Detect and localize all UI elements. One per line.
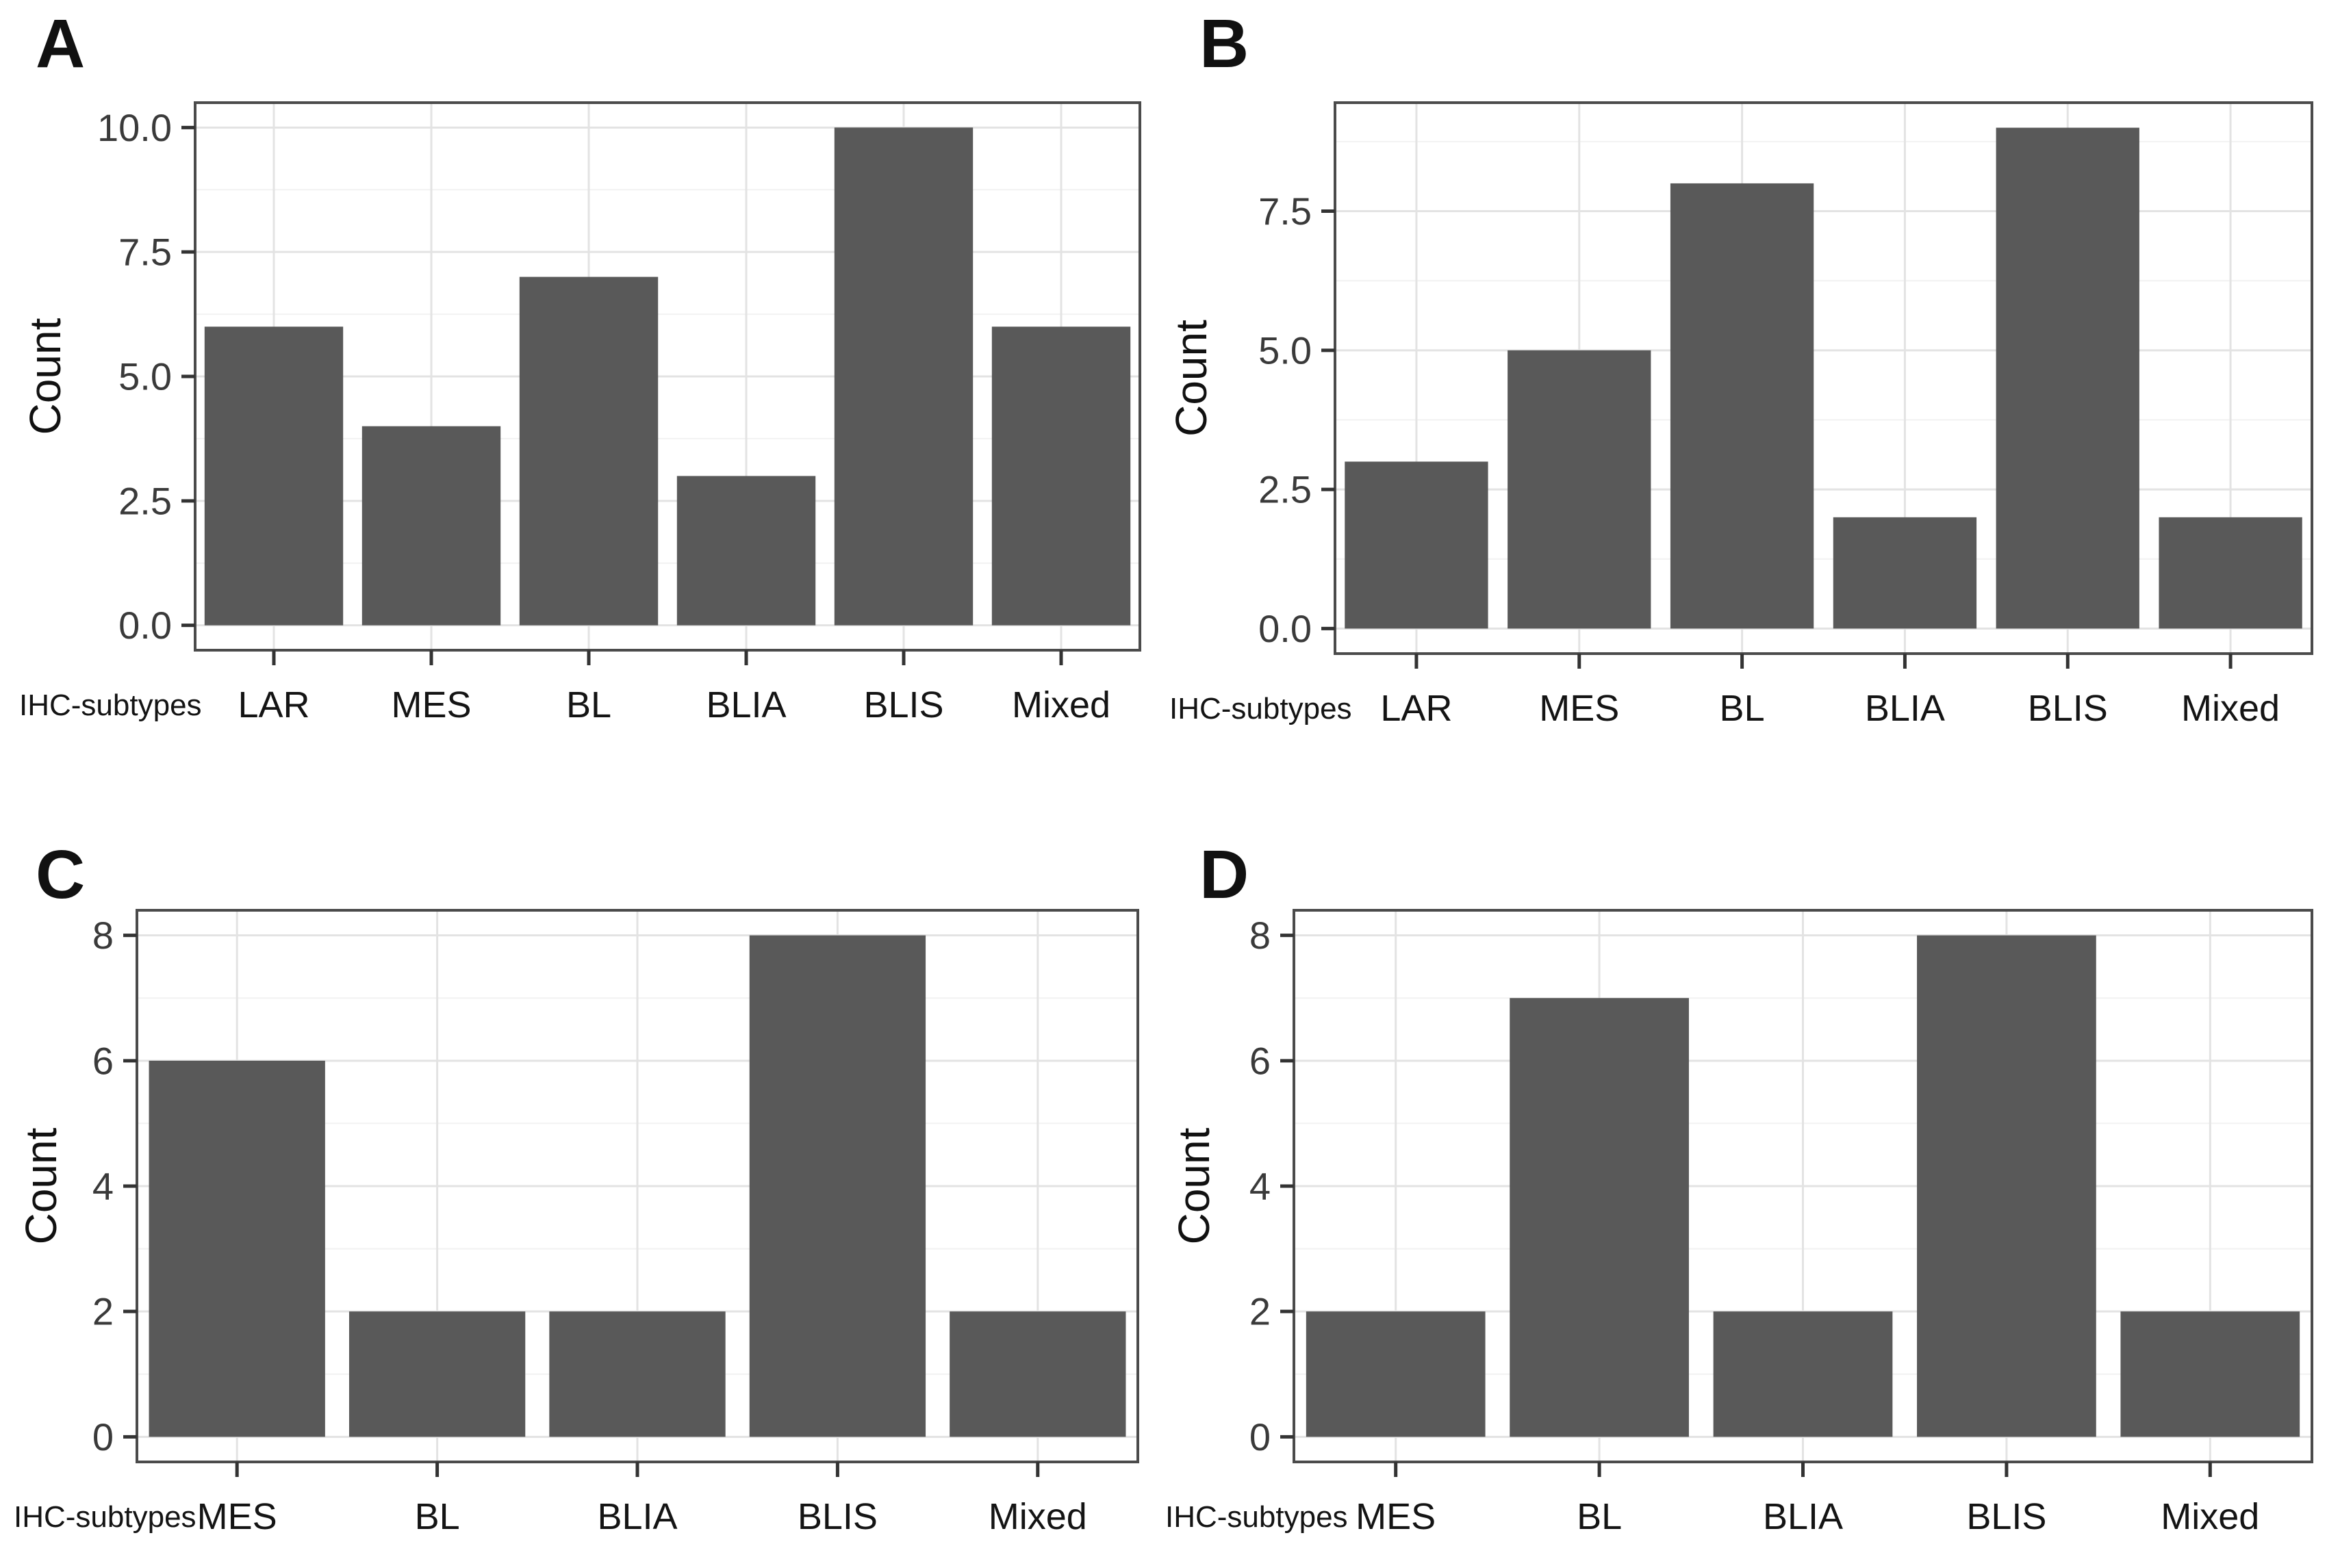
bar [549, 1311, 726, 1437]
plot-background [1335, 103, 2312, 654]
bar [519, 277, 659, 626]
bar [1510, 998, 1689, 1437]
y-tick-label: 0 [92, 1415, 114, 1458]
x-category-label: BL [1720, 688, 1765, 729]
x-category-label: MES [197, 1496, 277, 1537]
x-category-label: BLIS [798, 1496, 878, 1537]
panel-border [1334, 101, 2313, 655]
panel-d: 0 2 4 6 8 MES BL BLIA BLIS Mixed IHC-subtypes Count [1164, 787, 2327, 1568]
y-tick-label: 8 [1249, 914, 1271, 957]
panel-letter-d: D [1199, 836, 1249, 913]
panel-letter-c: C [36, 836, 86, 913]
x-category-label: BLIS [863, 684, 943, 725]
bar [348, 1311, 526, 1437]
bar [950, 1311, 1126, 1437]
x-axis-title: IHC-subtypes [1169, 692, 1352, 725]
panel-letter-b: B [1199, 5, 1249, 82]
x-axis-title: IHC-subtypes [1165, 1500, 1348, 1534]
bar [1345, 461, 1488, 629]
bar [2120, 1311, 2300, 1437]
x-category-label: BL [415, 1496, 460, 1537]
x-category-label: MES [391, 684, 471, 725]
y-tick-label: 0.0 [118, 604, 172, 647]
y-tick-label: 4 [1249, 1165, 1271, 1208]
panel-c: 0 2 4 6 8 MES BL BLIA BLIS Mixed IHC-subtypes Count [0, 787, 1164, 1568]
bar [1833, 517, 1977, 629]
x-category-label: LAR [1380, 688, 1452, 729]
x-category-label: Mixed [2181, 688, 2280, 729]
x-category-label: MES [1356, 1496, 1436, 1537]
bar [834, 127, 974, 626]
bar [1917, 935, 2096, 1437]
bar [2159, 517, 2302, 629]
x-axis-title: IHC-subtypes [19, 689, 202, 722]
x-category-label: BLIA [1763, 1496, 1843, 1537]
bar-chart-b: 0.0 2.5 5.0 7.5 LAR MES BL BLIA BLIS Mixed IHC-sub… [1167, 101, 2313, 729]
y-tick-label: 7.5 [1258, 190, 1312, 233]
y-tick-label: 6 [1249, 1039, 1271, 1082]
panel-letter-a: A [36, 5, 86, 82]
panel-a: 0.0 2.5 5.0 7.5 10.0 LAR MES BL BLIA BLIS Mixed IHC… [0, 0, 1164, 787]
y-axis-title: Count [1169, 1127, 1219, 1244]
panel-b: 0.0 2.5 5.0 7.5 LAR MES BL BLIA BLIS Mixed IHC-sub… [1164, 0, 2327, 787]
x-category-label: Mixed [2161, 1496, 2259, 1537]
bar [1996, 127, 2139, 629]
bar-chart-a: 0.0 2.5 5.0 7.5 10.0 LAR MES BL BLIA BLIS Mixed IHC… [19, 101, 1141, 725]
x-category-label: BLIS [1966, 1496, 2046, 1537]
bar [991, 326, 1131, 626]
x-category-label: LAR [238, 684, 309, 725]
y-tick-label: 5.0 [118, 355, 172, 398]
y-axis-title: Count [1167, 320, 1216, 437]
y-axis-title: Count [21, 318, 70, 435]
x-category-label: Mixed [1012, 684, 1110, 725]
y-tick-label: 2.5 [118, 479, 172, 522]
y-tick-label: 0 [1249, 1415, 1271, 1458]
y-tick-label: 2.5 [1258, 468, 1312, 511]
bar [361, 426, 501, 626]
x-axis-title: IHC-subtypes [14, 1500, 196, 1534]
x-category-label: BLIA [597, 1496, 677, 1537]
y-tick-label: 6 [92, 1039, 114, 1082]
bar-chart-c: 0 2 4 6 8 MES BL BLIA BLIS Mixed IHC-subtypes Count [14, 909, 1139, 1537]
bar [149, 1060, 325, 1437]
bar [204, 326, 344, 626]
y-tick-label: 4 [92, 1165, 114, 1208]
bar [749, 935, 926, 1437]
bar [676, 476, 816, 626]
bar [1713, 1311, 1893, 1437]
y-tick-label: 2 [1249, 1290, 1271, 1333]
bar [1670, 183, 1814, 629]
bar-chart-d: 0 2 4 6 8 MES BL BLIA BLIS Mixed IHC-subtypes Count [1165, 909, 2313, 1537]
x-category-label: BLIA [706, 684, 786, 725]
y-tick-label: 8 [92, 914, 114, 957]
x-category-label: MES [1539, 688, 1619, 729]
y-tick-label: 5.0 [1258, 329, 1312, 372]
x-category-label: BLIA [1865, 688, 1945, 729]
y-tick-label: 7.5 [118, 231, 172, 274]
x-category-label: BLIS [2028, 688, 2108, 729]
x-category-label: Mixed [989, 1496, 1087, 1537]
y-tick-label: 10.0 [97, 106, 172, 149]
y-tick-label: 0.0 [1258, 607, 1312, 650]
x-category-label: BL [1577, 1496, 1622, 1537]
y-tick-label: 2 [92, 1290, 114, 1333]
bar [1508, 350, 1651, 629]
bar [1306, 1311, 1486, 1437]
x-category-label: BL [566, 684, 611, 725]
y-axis-title: Count [16, 1127, 66, 1244]
